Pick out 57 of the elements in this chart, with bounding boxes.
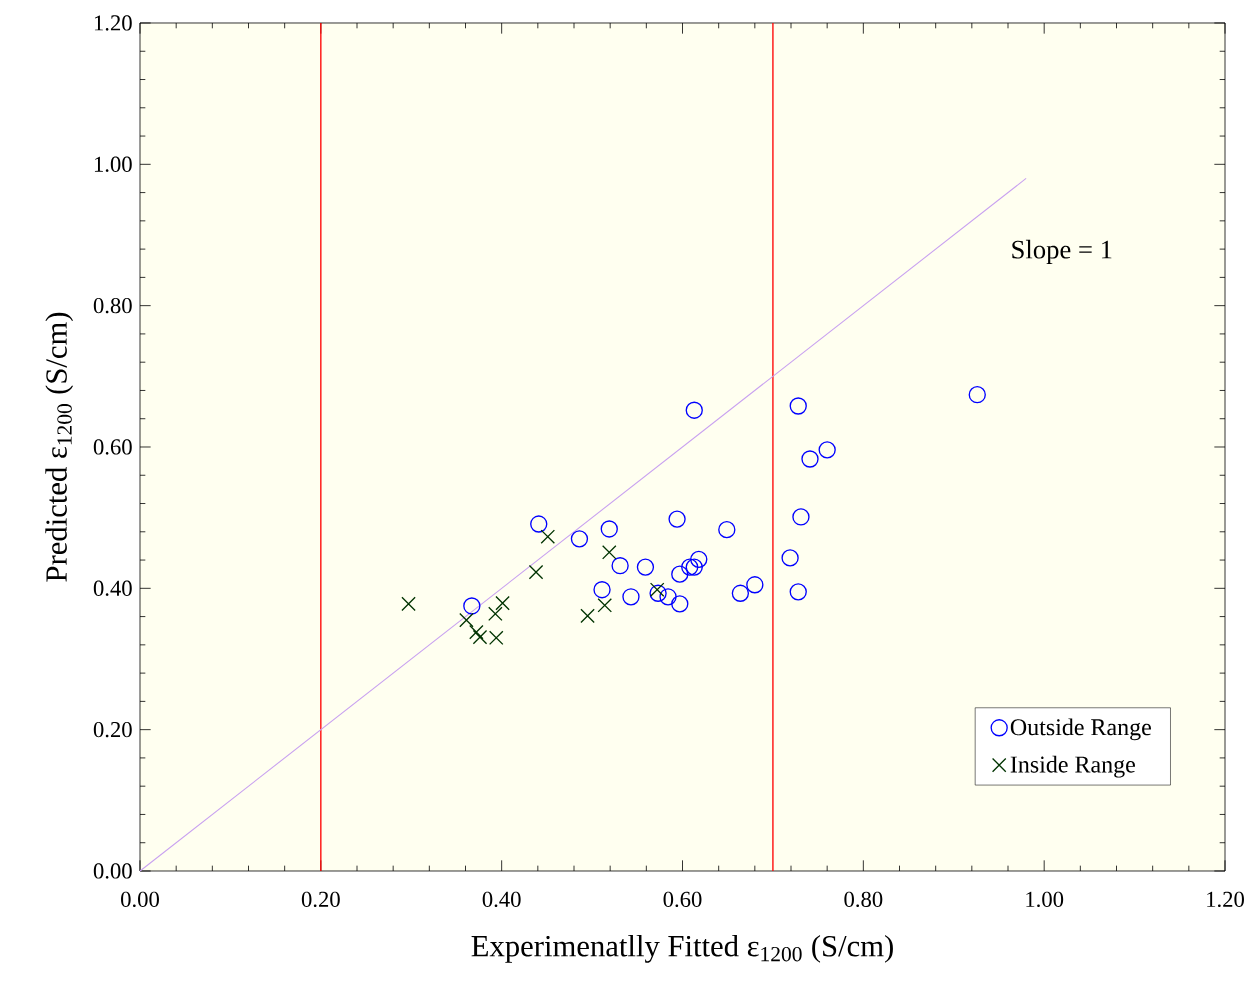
legend-label: Outside Range <box>1010 718 1151 741</box>
point <box>469 624 484 640</box>
point <box>597 598 613 613</box>
point <box>718 521 736 539</box>
point <box>540 529 556 544</box>
point <box>401 596 416 612</box>
point <box>611 557 629 575</box>
point <box>593 581 611 599</box>
point <box>781 549 799 567</box>
point <box>530 515 548 533</box>
y-tick-label: 1.20 <box>94 15 132 31</box>
point <box>668 510 686 528</box>
point <box>801 450 819 468</box>
point <box>528 564 544 580</box>
y-axis-title: Predicted ε$_{1200}$ (S/cm) <box>45 312 74 582</box>
point <box>649 582 665 597</box>
x-tick-label: 0.40 <box>482 891 521 908</box>
x-tick-label: 0.20 <box>301 891 340 908</box>
point <box>636 558 655 576</box>
x-tick-label: 1.00 <box>1026 891 1064 908</box>
point <box>792 508 810 526</box>
x-tick-label: 1.20 <box>1207 891 1244 908</box>
x-tick-label: 0.60 <box>663 891 702 908</box>
point <box>580 608 595 624</box>
x-tick-label: 0.00 <box>121 891 159 908</box>
point <box>789 583 807 601</box>
point <box>685 558 703 576</box>
point <box>671 595 689 613</box>
point <box>459 612 474 628</box>
point <box>968 386 986 404</box>
point <box>602 545 617 560</box>
y-tick-label: 0.00 <box>93 863 132 879</box>
point <box>731 584 750 602</box>
annotation: Slope = 1 <box>1012 239 1112 265</box>
y-tick-label: 0.40 <box>93 580 132 597</box>
point <box>649 584 667 602</box>
point <box>495 595 510 611</box>
point <box>600 520 618 538</box>
point <box>690 550 708 569</box>
legend-label: Inside Range <box>1010 755 1135 778</box>
y-tick-label: 0.20 <box>93 721 132 738</box>
y-tick-label: 0.60 <box>93 439 132 455</box>
y-tick-label: 0.80 <box>93 297 132 314</box>
point <box>818 441 836 459</box>
point <box>659 588 677 606</box>
point <box>746 576 764 594</box>
point <box>570 530 589 548</box>
x-axis-title: Experimenatlly Fitted ε$_{1200}$ (S/cm) <box>471 934 893 963</box>
point <box>685 401 703 419</box>
y-tick-label: 1.00 <box>94 156 132 173</box>
point <box>789 397 807 415</box>
point <box>681 558 699 576</box>
point <box>622 588 640 606</box>
point <box>671 565 689 583</box>
point <box>488 606 503 622</box>
point <box>463 597 481 615</box>
x-tick-label: 0.80 <box>844 891 883 908</box>
